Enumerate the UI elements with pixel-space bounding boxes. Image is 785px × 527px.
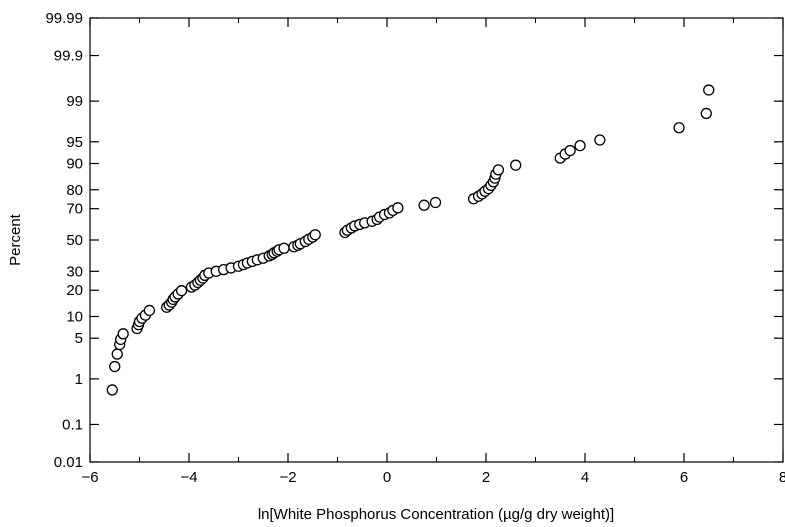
x-tick-label: 6: [680, 469, 688, 486]
data-point: [278, 242, 290, 254]
y-tick-label: 0.1: [62, 416, 83, 433]
x-tick-label: 8: [779, 469, 785, 486]
data-point: [564, 144, 576, 157]
data-point: [143, 304, 156, 317]
plot-frame: [89, 17, 784, 463]
data-point: [510, 159, 522, 171]
y-tick-label: 95: [66, 134, 83, 151]
y-tick-label: 30: [66, 263, 83, 280]
data-point: [594, 134, 606, 146]
y-axis: 0.01 0.1 1 5 10 20 30 50 70 80 90 95 99 99.9 99.99: [45, 10, 783, 471]
x-tick-label: −6: [81, 469, 98, 486]
y-tick-label: 99: [66, 93, 83, 110]
y-tick-label: 1: [75, 371, 83, 388]
y-tick-label: 80: [66, 182, 83, 199]
x-tick-label: 4: [581, 469, 589, 486]
y-tick-label: 50: [66, 232, 83, 249]
data-point: [574, 140, 586, 152]
data-point: [117, 328, 129, 340]
y-axis-label: Percent: [7, 213, 24, 266]
x-axis: −6 −4 −2 0 2 4 6 8: [81, 18, 785, 486]
data-point: [106, 384, 118, 396]
data-point: [700, 107, 712, 120]
y-tick-label: 10: [66, 308, 83, 325]
y-tick-label: 5: [75, 330, 83, 347]
x-axis-label: ln[White Phosphorus Concentration (µg/g …: [258, 506, 614, 523]
data-point: [175, 285, 188, 297]
x-tick-label: −4: [180, 469, 197, 486]
x-tick-label: 0: [383, 469, 391, 486]
y-tick-label: 90: [66, 156, 83, 173]
x-tick-label: −2: [279, 469, 296, 486]
data-point: [492, 164, 505, 176]
y-tick-label: 70: [66, 201, 83, 218]
data-point: [392, 202, 404, 214]
data-point: [418, 199, 430, 211]
data-point: [309, 229, 321, 241]
y-tick-label: 0.01: [54, 454, 83, 471]
data-points: [106, 84, 715, 396]
data-point: [703, 84, 715, 96]
y-tick-label: 99.9: [54, 48, 83, 65]
y-tick-label: 20: [66, 282, 83, 299]
data-point: [673, 122, 685, 134]
data-point: [111, 348, 123, 360]
data-point: [109, 360, 121, 373]
x-tick-label: 2: [482, 469, 490, 486]
y-tick-label: 99.99: [45, 10, 83, 27]
data-point: [429, 196, 442, 209]
